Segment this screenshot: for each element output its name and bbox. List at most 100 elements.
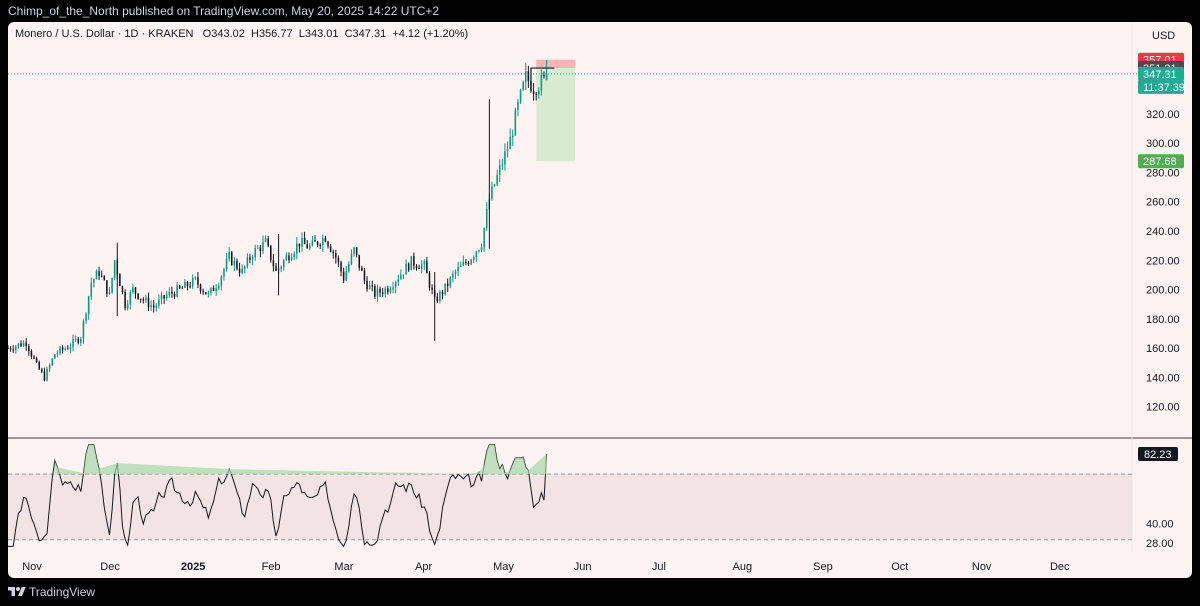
time-axis-label: Mar bbox=[334, 561, 353, 573]
candle-body bbox=[535, 93, 537, 95]
price-label-badge bbox=[1138, 66, 1184, 81]
rsi-line bbox=[8, 444, 548, 548]
candle-body bbox=[353, 247, 355, 254]
candle-body bbox=[361, 267, 363, 271]
price-tick-label: 320.00 bbox=[1146, 109, 1180, 121]
candle-body bbox=[121, 286, 124, 292]
candle-body bbox=[150, 305, 152, 308]
candle-body bbox=[43, 371, 46, 381]
candle-body bbox=[194, 277, 197, 279]
candle-body bbox=[348, 264, 350, 272]
candle-body bbox=[9, 348, 12, 350]
candle-body bbox=[285, 255, 288, 261]
candle-body bbox=[191, 277, 194, 287]
candle-body bbox=[428, 273, 431, 288]
candle-body bbox=[147, 297, 150, 308]
range-outline bbox=[530, 67, 555, 85]
candle-body bbox=[444, 283, 446, 294]
candle-body bbox=[483, 227, 485, 248]
candle-body bbox=[350, 253, 353, 265]
rsi-tick-label: 28.00 bbox=[1146, 538, 1174, 550]
take-profit-zone[interactable] bbox=[536, 68, 576, 162]
candle-body bbox=[202, 290, 204, 293]
candle-body bbox=[233, 260, 236, 265]
price-tick-label: 280.00 bbox=[1146, 167, 1180, 179]
candle-body bbox=[223, 269, 225, 277]
candle-body bbox=[363, 270, 366, 281]
ohlc-low: L343.01 bbox=[298, 28, 339, 40]
candle-body bbox=[493, 184, 496, 186]
candle-body bbox=[228, 252, 230, 259]
price-tick-label: 220.00 bbox=[1146, 255, 1180, 267]
chart-panel[interactable]: 320.00 300.00 280.00 260.00 240.00 220.00 200.… bbox=[8, 22, 1192, 578]
candle-body bbox=[309, 245, 311, 249]
candle-body bbox=[275, 266, 277, 271]
candle-body bbox=[220, 276, 223, 286]
candle-body bbox=[186, 281, 189, 287]
candle-body bbox=[98, 271, 100, 276]
candle-body bbox=[475, 251, 478, 258]
candle-body bbox=[100, 275, 103, 277]
candle-body bbox=[524, 71, 527, 82]
tradingview-logo-icon[interactable] bbox=[8, 585, 26, 599]
candle-body bbox=[530, 81, 532, 92]
candle-body bbox=[358, 254, 361, 268]
candle-body bbox=[56, 353, 59, 355]
candle-body bbox=[316, 241, 319, 246]
candle-body bbox=[249, 257, 251, 260]
chart-canvas[interactable]: 320.00 300.00 280.00 260.00 240.00 220.00 200.… bbox=[8, 22, 1192, 578]
candle-body bbox=[298, 243, 301, 247]
price-label-text: 287.68 bbox=[1143, 156, 1177, 168]
candle-body bbox=[449, 277, 452, 287]
candle-body bbox=[366, 280, 368, 290]
candles[interactable] bbox=[8, 60, 548, 382]
rsi-value-text: 82.23 bbox=[1144, 449, 1172, 461]
candle-body bbox=[184, 281, 186, 288]
symbol-header: Monero / U.S. Dollar · 1D · KRAKEN O343.… bbox=[15, 28, 468, 40]
candle-body bbox=[145, 297, 147, 301]
candle-body bbox=[85, 314, 87, 321]
footer: TradingView bbox=[0, 580, 1200, 606]
candle-body bbox=[129, 292, 132, 305]
candle-body bbox=[12, 349, 14, 351]
candle-body bbox=[335, 253, 337, 258]
candle-body bbox=[41, 369, 43, 372]
candle-body bbox=[72, 339, 74, 348]
price-label-text: 357.01 bbox=[1143, 55, 1177, 67]
candle-body bbox=[95, 271, 98, 280]
candle-body bbox=[426, 261, 428, 274]
candle-body bbox=[103, 276, 106, 281]
price-label-badge bbox=[1138, 79, 1184, 94]
candle-body bbox=[38, 362, 41, 370]
candle-body bbox=[480, 247, 483, 251]
stop-loss-zone[interactable] bbox=[536, 59, 576, 69]
price-tick-label: 240.00 bbox=[1146, 226, 1180, 238]
candle-body bbox=[160, 295, 163, 300]
candle-body bbox=[345, 271, 348, 281]
candle-body bbox=[119, 274, 121, 287]
price-tick-label: 120.00 bbox=[1146, 402, 1180, 414]
time-axis-label: Oct bbox=[891, 561, 908, 573]
candle-body bbox=[322, 238, 324, 246]
time-axis-label: Dec bbox=[1050, 561, 1070, 573]
time-axis-label: Dec bbox=[100, 561, 120, 573]
symbol-name: Monero / U.S. Dollar · 1D · KRAKEN bbox=[15, 28, 194, 40]
time-axis-label: Apr bbox=[415, 561, 432, 573]
candle-body bbox=[61, 347, 64, 350]
ohlc-close: C347.31 bbox=[344, 28, 387, 40]
candle-body bbox=[126, 304, 129, 309]
candle-body bbox=[485, 209, 488, 228]
tradingview-brand[interactable]: TradingView bbox=[29, 585, 96, 599]
candle-body bbox=[371, 285, 374, 287]
candle-body bbox=[329, 246, 332, 252]
candle-body bbox=[132, 287, 134, 293]
candle-body bbox=[51, 358, 54, 365]
candle-body bbox=[178, 285, 181, 288]
candle-body bbox=[77, 338, 80, 343]
candle-body bbox=[446, 283, 449, 287]
candle-body bbox=[181, 287, 184, 289]
candle-body bbox=[210, 287, 212, 294]
candle-body bbox=[540, 75, 543, 91]
candle-body bbox=[311, 240, 314, 246]
candle-body bbox=[35, 358, 38, 363]
